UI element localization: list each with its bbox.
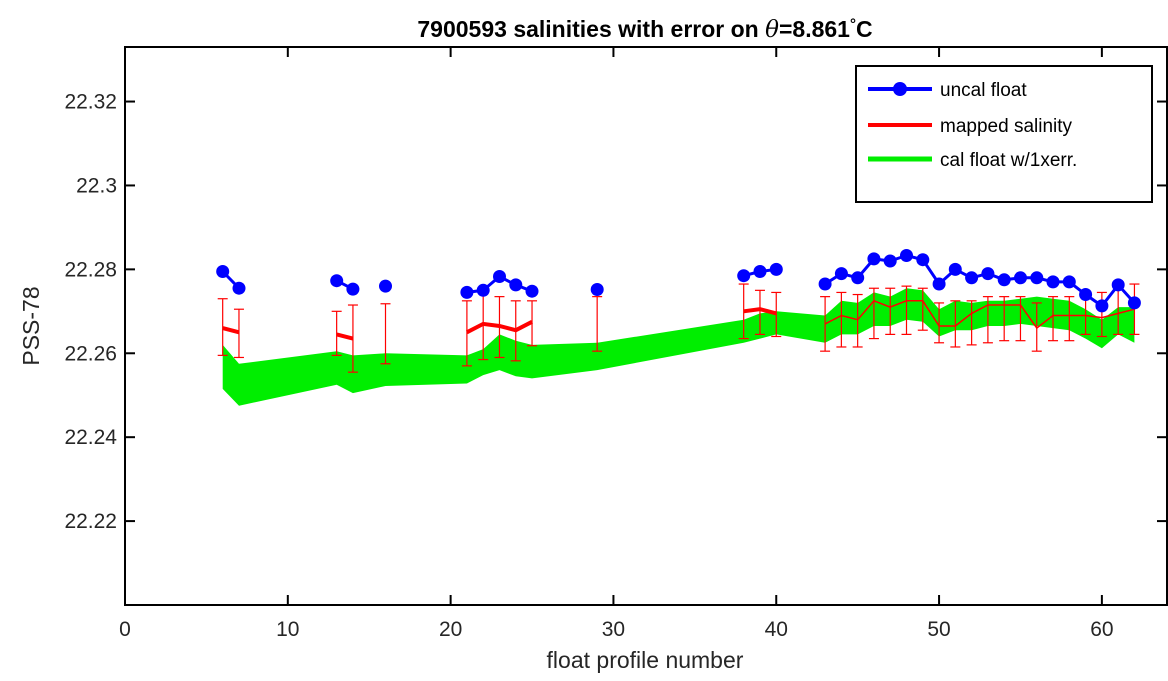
y-tick-label: 22.32: [64, 91, 117, 114]
uncal-float-point: [851, 271, 865, 285]
y-axis-label: PSS-78: [18, 286, 44, 365]
uncal-float-point: [476, 283, 490, 297]
uncal-float-point: [1079, 288, 1093, 301]
uncal-float-point: [818, 277, 832, 291]
uncal-float-point: [867, 252, 881, 266]
chart-title-value: =8.861: [779, 16, 850, 42]
legend: uncal float mapped salinity cal float w/…: [855, 65, 1153, 203]
legend-uncal-marker: [893, 82, 907, 96]
uncal-float-point: [379, 279, 392, 293]
uncal-float-point: [1014, 271, 1027, 285]
uncal-float-point: [1030, 271, 1044, 285]
y-tick-label: 22.3: [76, 174, 117, 197]
uncal-float-point: [932, 277, 946, 291]
uncal-float-point: [1111, 278, 1125, 292]
uncal-float-point: [1046, 275, 1060, 289]
legend-label-cal: cal float w/1xerr.: [940, 150, 1077, 171]
uncal-float-point: [493, 270, 506, 283]
x-tick-label: 50: [927, 618, 950, 641]
legend-label-uncal: uncal float: [940, 80, 1027, 101]
uncal-float-point: [1127, 296, 1141, 310]
x-tick-label: 20: [439, 618, 462, 641]
uncal-float-point: [346, 282, 360, 296]
uncal-float-point: [883, 254, 897, 268]
uncal-float-point: [900, 249, 913, 262]
uncal-float-point: [216, 265, 230, 278]
chart-title-degree: °: [850, 16, 856, 33]
x-tick-label: 0: [119, 618, 131, 641]
y-tick-label: 22.22: [64, 510, 117, 533]
uncal-float-point: [460, 285, 474, 299]
x-tick-label: 60: [1090, 618, 1113, 641]
chart-title-prefix: 7900593 salinities with error on: [417, 16, 765, 42]
x-axis-label: float profile number: [547, 647, 744, 673]
plot-area-frame: [124, 46, 1168, 606]
uncal-float-point: [916, 253, 930, 267]
chart-title-theta: θ: [765, 17, 779, 43]
axis-tick-labels-layer: 0 10 20 30 40 50 60 22.22 22.24 22.26 22.28 22.3 22.…: [64, 91, 1113, 641]
chart-title: 7900593 salinities with error on θ=8.861…: [417, 16, 872, 43]
axis-ticks-layer: [124, 47, 1167, 605]
uncal-float-point: [753, 265, 767, 278]
uncal-float-point: [1062, 275, 1076, 289]
uncal-float-point: [525, 284, 539, 298]
y-tick-label: 22.26: [64, 342, 117, 365]
uncal-float-point: [965, 271, 979, 285]
y-tick-label: 22.28: [64, 258, 117, 281]
mapped-salinity-line: [824, 299, 1135, 330]
uncal-float-point: [1095, 299, 1109, 313]
chart-title-unit: C: [856, 16, 873, 42]
x-tick-label: 40: [765, 618, 788, 641]
legend-label-mapped: mapped salinity: [940, 116, 1073, 137]
uncal-float-point: [737, 269, 751, 283]
uncal-float-point: [769, 262, 783, 276]
uncal-float-layer: [216, 249, 1141, 313]
uncal-float-point: [509, 278, 523, 292]
cal-float-band-layer: [222, 288, 1135, 406]
uncal-float-point: [330, 274, 344, 288]
uncal-float-point: [232, 281, 246, 295]
mapped-salinity-layer: [217, 283, 1140, 373]
uncal-float-point: [981, 267, 995, 281]
mapped-salinity-line: [222, 326, 240, 335]
cal-float-error-band: [222, 288, 1135, 406]
x-tick-label: 10: [276, 618, 299, 641]
mapped-salinity-line: [336, 332, 354, 341]
y-tick-label: 22.24: [64, 426, 117, 449]
x-tick-label: 30: [602, 618, 625, 641]
uncal-float-point: [590, 283, 604, 296]
uncal-float-point: [997, 273, 1011, 287]
uncal-float-point: [948, 262, 962, 276]
uncal-float-point: [834, 267, 848, 281]
